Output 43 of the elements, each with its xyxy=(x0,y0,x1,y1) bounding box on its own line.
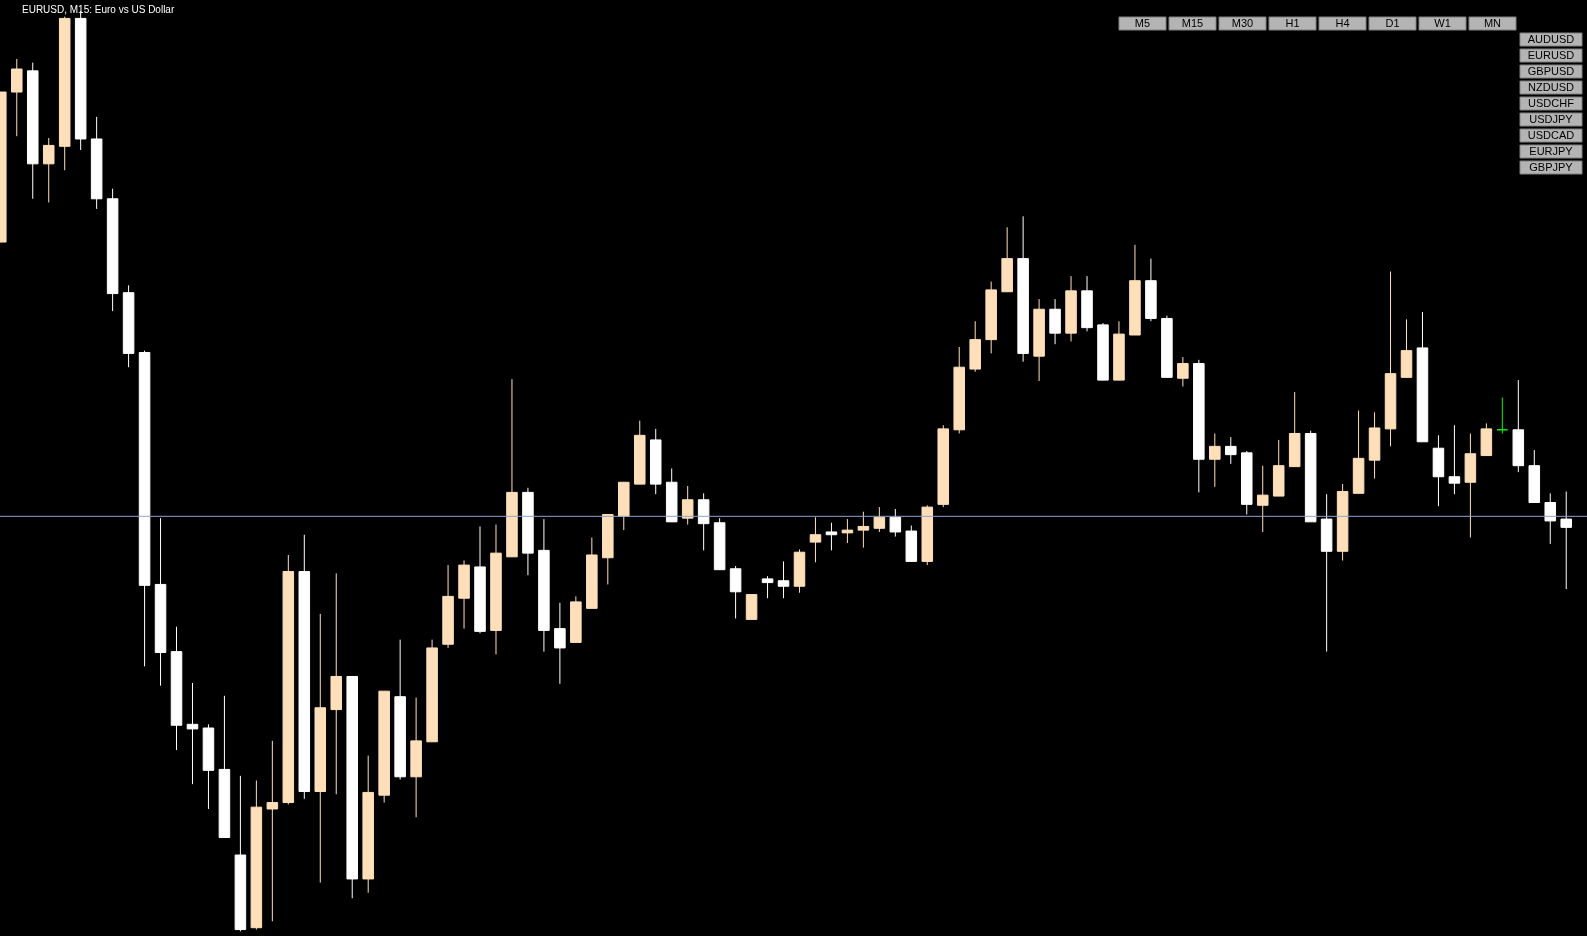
candlestick xyxy=(11,58,23,137)
candlestick xyxy=(809,516,822,563)
candlestick xyxy=(1209,432,1221,488)
candlestick xyxy=(729,565,742,619)
annotation: M15 xyxy=(1181,17,1204,29)
annotation: EURUSD xyxy=(1527,49,1575,61)
candlestick xyxy=(697,492,710,551)
candlestick xyxy=(1177,356,1189,388)
candlestick xyxy=(186,682,199,785)
candlestick xyxy=(1225,436,1237,465)
annotation: USDJPY xyxy=(1529,113,1574,125)
candlestick xyxy=(1448,424,1461,495)
candlestick xyxy=(1496,397,1509,434)
annotation: M30 xyxy=(1231,17,1254,29)
annotation: M5 xyxy=(1134,17,1151,29)
candlestick xyxy=(841,518,854,544)
candlestick xyxy=(857,511,870,549)
candlestick xyxy=(873,506,886,533)
annotation: USDCAD xyxy=(1527,129,1575,141)
annotation: NZDUSD xyxy=(1528,81,1574,93)
annotation: EURJPY xyxy=(1529,145,1574,157)
candlestick xyxy=(1560,490,1573,590)
candlestick xyxy=(1256,465,1269,533)
annotation: H4 xyxy=(1335,17,1350,29)
candlestick xyxy=(1049,298,1061,345)
candlestick xyxy=(266,740,279,922)
annotation: D1 xyxy=(1385,17,1400,29)
annotation: W1 xyxy=(1434,17,1451,29)
annotation: H1 xyxy=(1285,17,1300,29)
candlestick xyxy=(681,485,694,526)
candlestick xyxy=(42,137,55,203)
candlestick xyxy=(1544,492,1557,545)
candlestick xyxy=(777,560,790,599)
chart-title: EURUSD, M15: Euro vs US Dollar xyxy=(22,4,175,15)
candlestick xyxy=(825,522,838,551)
annotation: USDCHF xyxy=(1528,97,1575,109)
annotation: AUDUSD xyxy=(1527,33,1575,45)
candlestick xyxy=(761,575,774,599)
candlestick xyxy=(889,508,902,538)
annotation: GBPUSD xyxy=(1527,65,1575,77)
annotation: MN xyxy=(1483,17,1502,29)
annotation: GBPJPY xyxy=(1529,161,1574,173)
candlestick xyxy=(554,602,566,685)
